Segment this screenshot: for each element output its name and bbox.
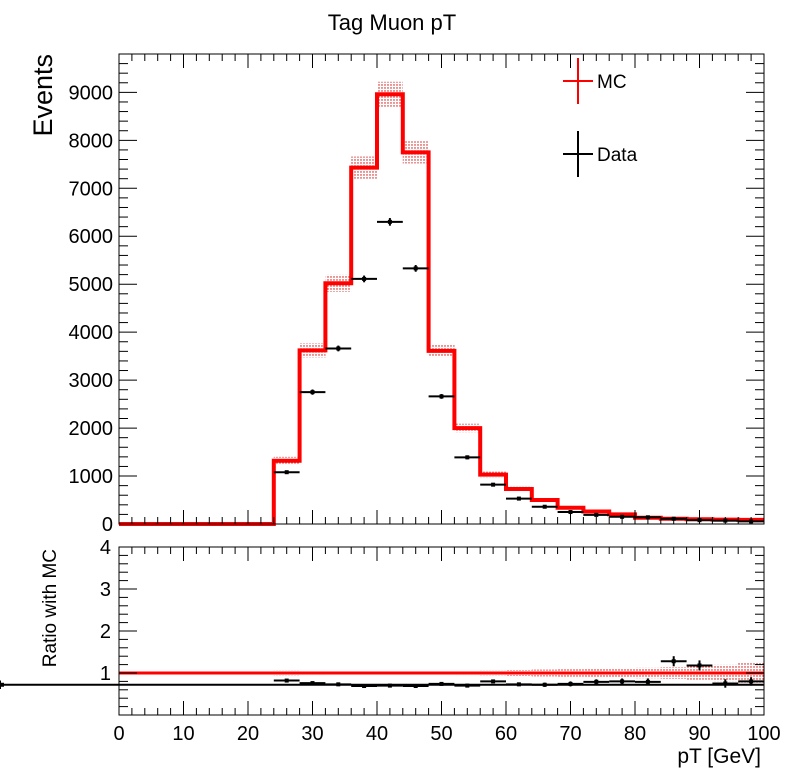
ratio-marker-3 [362,684,367,689]
ratio-marker-16 [697,663,702,668]
x-tick-label-3: 30 [301,723,323,745]
legend-entry-data: Data [563,131,638,177]
data-marker-6 [284,470,289,475]
x-tick-label-7: 70 [559,723,581,745]
ratio-frame [118,546,765,716]
data-point-bin-10 [377,218,403,226]
x-tick-label-1: 10 [172,723,194,745]
main-frame [118,53,765,525]
x-tick-label-8: 80 [624,723,646,745]
y-tick-label-3: 3000 [69,370,114,392]
y-tick-label-2: 2000 [69,418,114,440]
ratio-point-bin-13 [609,678,635,685]
data-point-bin-7 [299,389,326,395]
data-marker-14 [491,482,496,487]
y-tick-label-6: 6000 [69,226,114,248]
data-marker-13 [465,455,470,460]
x-tick-label-2: 20 [237,723,259,745]
ratio-marker-8 [491,679,496,684]
data-marker-18 [594,512,599,517]
ratio-marker-13 [620,679,625,684]
mc-uncertainty-band [273,81,764,521]
ratio-point-bin-19 [0,680,764,689]
ratio-point-bin-12 [583,679,610,685]
data-marker-12 [439,394,444,399]
data-point-bin-16 [531,504,558,509]
data-marker-9 [362,276,367,281]
ratio-marker-0 [284,678,289,683]
mc-histogram [119,92,764,526]
data-point-bin-11 [402,265,429,272]
main-y-axis-label: Events [28,54,58,137]
legend-mc-label: MC [597,72,627,93]
data-marker-11 [413,266,418,271]
ratio-marker-5 [413,684,418,689]
ratio-marker-1 [310,681,315,686]
ratio-y-tick-label-2: 3 [100,579,111,601]
ratio-point-bin-17 [712,679,739,688]
data-point-bin-14 [480,482,506,487]
y-tick-label-9: 9000 [69,82,114,104]
x-tick-label-6: 60 [495,723,517,745]
ratio-marker-14 [645,679,650,684]
x-tick-label-9: 90 [688,723,710,745]
chart-title: Tag Muon pT [328,10,456,35]
y-tick-label-7: 7000 [69,178,114,200]
data-marker-15 [516,496,521,501]
x-tick-label-0: 0 [113,723,124,745]
ratio-point-bin-15 [660,656,687,667]
ratio-marker-17 [723,681,728,686]
ratio-marker-18 [749,679,754,684]
data-marker-7 [310,390,315,395]
data-point-bin-18 [583,512,610,517]
main-panel: 0 1000 2000 3000 4000 5000 6000 7000 8000 9000 Ev… [28,53,765,536]
ratio-point-bin-16 [686,660,713,671]
x-axis-label: pT [GeV] [677,745,761,768]
ratio-y-tick-label-1: 2 [100,621,111,643]
ratio-marker-12 [594,679,599,684]
y-tick-label-4: 4000 [69,322,114,344]
ratio-y-tick-label-3: 4 [100,537,111,559]
data-point-bin-15 [506,496,532,501]
y-tick-label-8: 8000 [69,130,114,152]
data-marker-8 [336,346,341,351]
ratio-points [0,656,764,689]
ratio-marker-19 [0,682,4,687]
ratio-point-bin-8 [480,679,506,684]
y-tick-label-0: 0 [102,514,113,536]
ratio-point-bin-1 [299,681,326,686]
ratio-y-tick-label-0: 1 [100,663,111,685]
legend-entry-mc: MC [563,58,627,104]
data-point-bin-13 [454,455,481,460]
data-point-bin-12 [428,394,455,399]
ratio-y-axis-label: Ratio with MC [40,549,61,667]
data-point-bin-9 [351,275,377,283]
data-marker-19 [620,514,625,519]
main-axes: 0 1000 2000 3000 4000 5000 6000 7000 8000 9000 [69,53,765,536]
data-marker-16 [542,504,547,509]
data-marker-10 [387,219,392,224]
legend-data-label: Data [597,145,638,166]
data-points [273,218,764,524]
x-tick-label-10: 100 [747,723,780,745]
data-point-bin-8 [325,345,352,352]
x-tick-label-4: 40 [366,723,388,745]
data-point-bin-6 [273,470,300,475]
x-tick-label-5: 50 [430,723,452,745]
legend: MC Data [563,58,638,177]
mc-step-line [119,92,764,526]
ratio-marker-15 [671,659,676,664]
y-tick-label-5: 5000 [69,274,114,296]
ratio-point-bin-0 [273,678,300,683]
y-tick-label-1: 1000 [69,466,114,488]
